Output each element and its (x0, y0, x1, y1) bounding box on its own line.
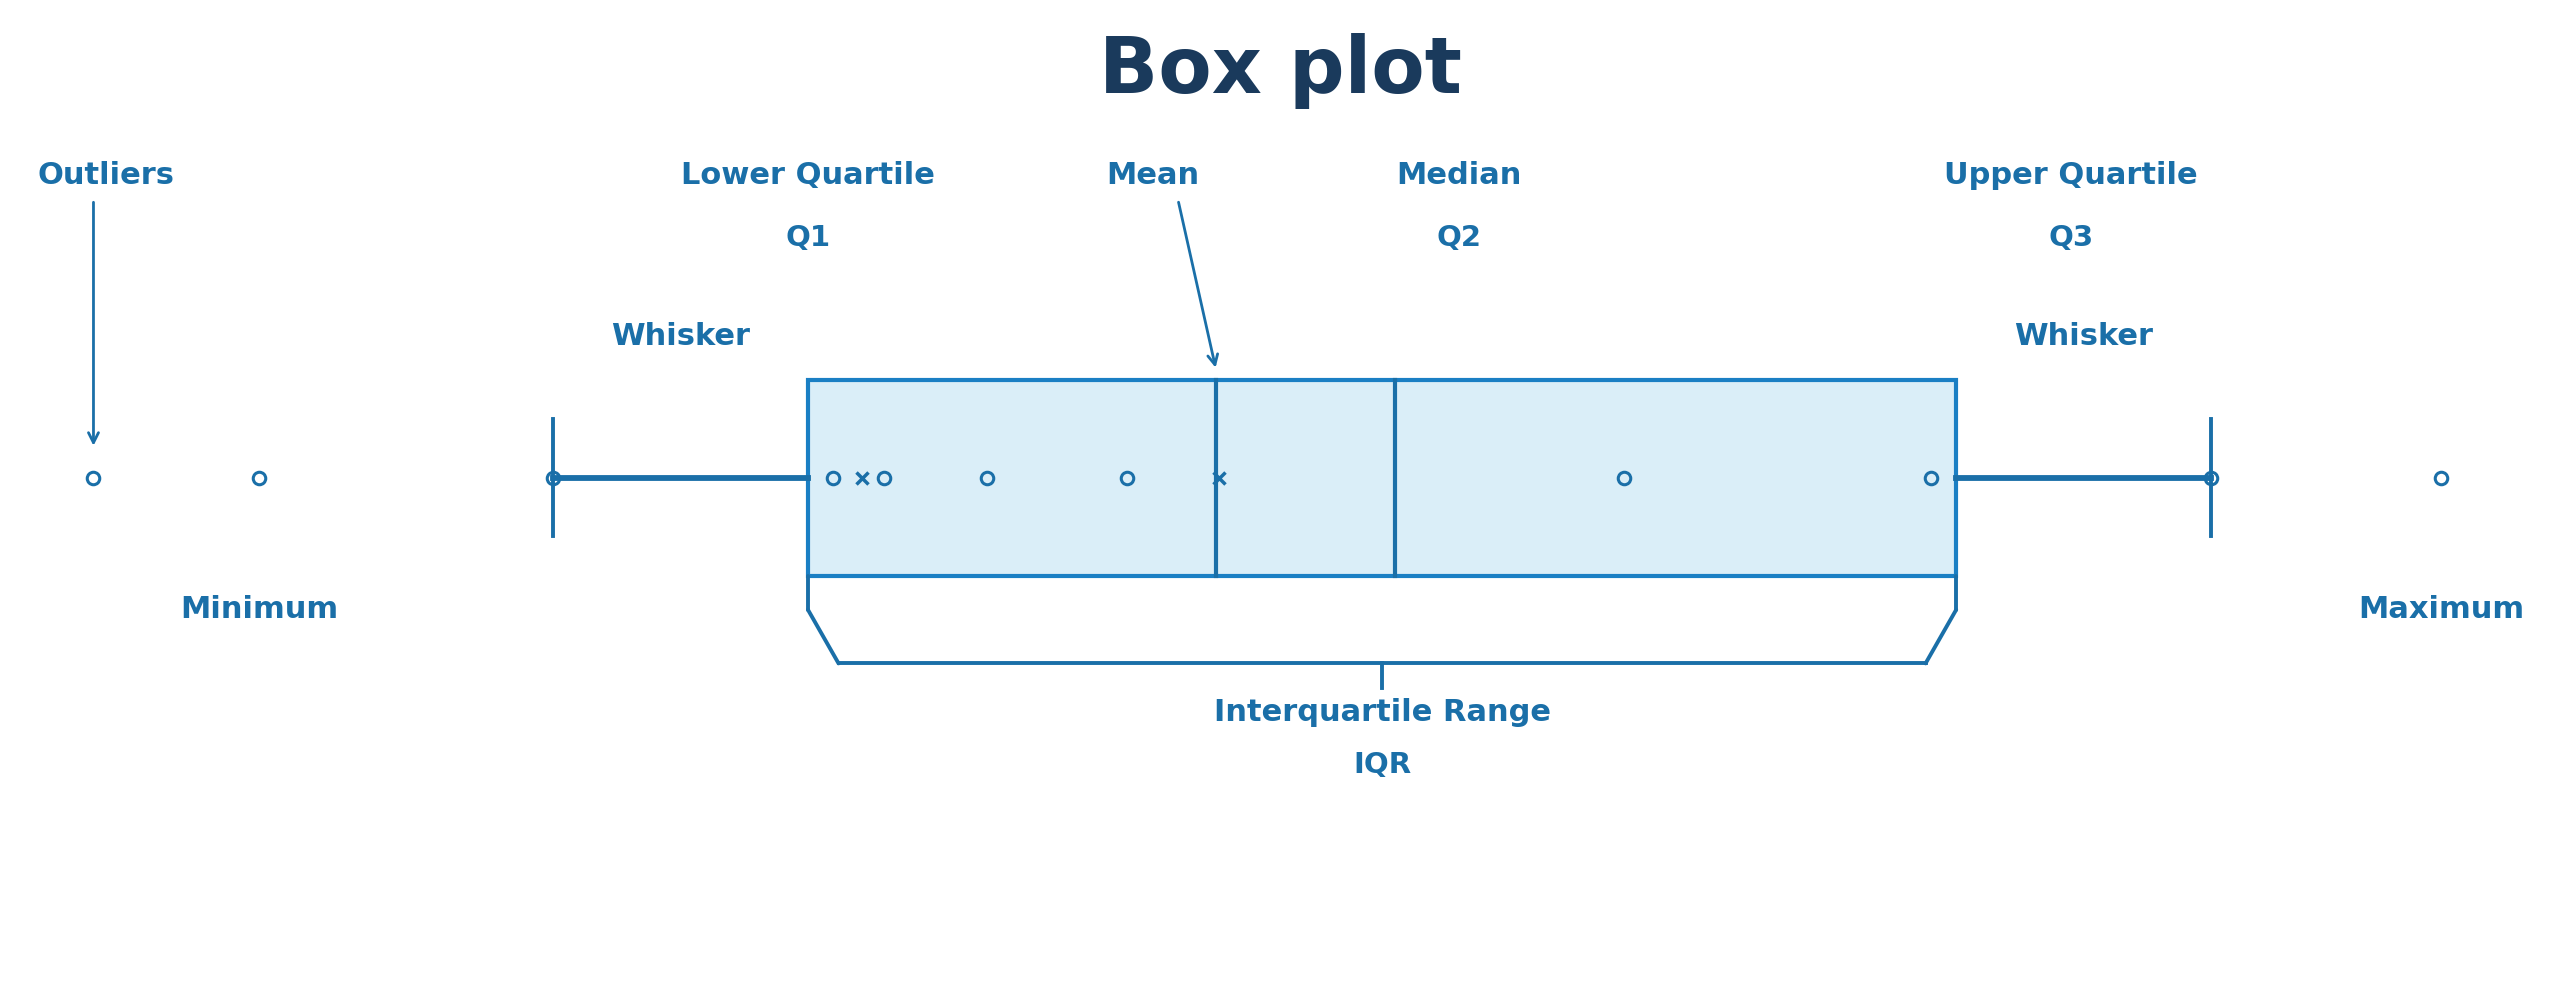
Text: Whisker: Whisker (612, 322, 750, 351)
Text: Mean: Mean (1106, 161, 1198, 190)
Text: Interquartile Range: Interquartile Range (1213, 697, 1551, 727)
Text: Q3: Q3 (2048, 224, 2094, 252)
Text: Median: Median (1395, 161, 1521, 190)
Text: Box plot: Box plot (1098, 33, 1462, 109)
Text: Outliers: Outliers (38, 161, 174, 190)
Bar (809, 380, 1956, 575)
Text: Lower Quartile: Lower Quartile (681, 161, 934, 190)
Text: Q1: Q1 (786, 224, 829, 252)
Text: Minimum: Minimum (179, 595, 338, 624)
Text: Upper Quartile: Upper Quartile (1943, 161, 2199, 190)
Text: Whisker: Whisker (2015, 322, 2153, 351)
Text: Maximum: Maximum (2358, 595, 2524, 624)
Text: Q2: Q2 (1436, 224, 1482, 252)
Text: IQR: IQR (1354, 752, 1411, 779)
